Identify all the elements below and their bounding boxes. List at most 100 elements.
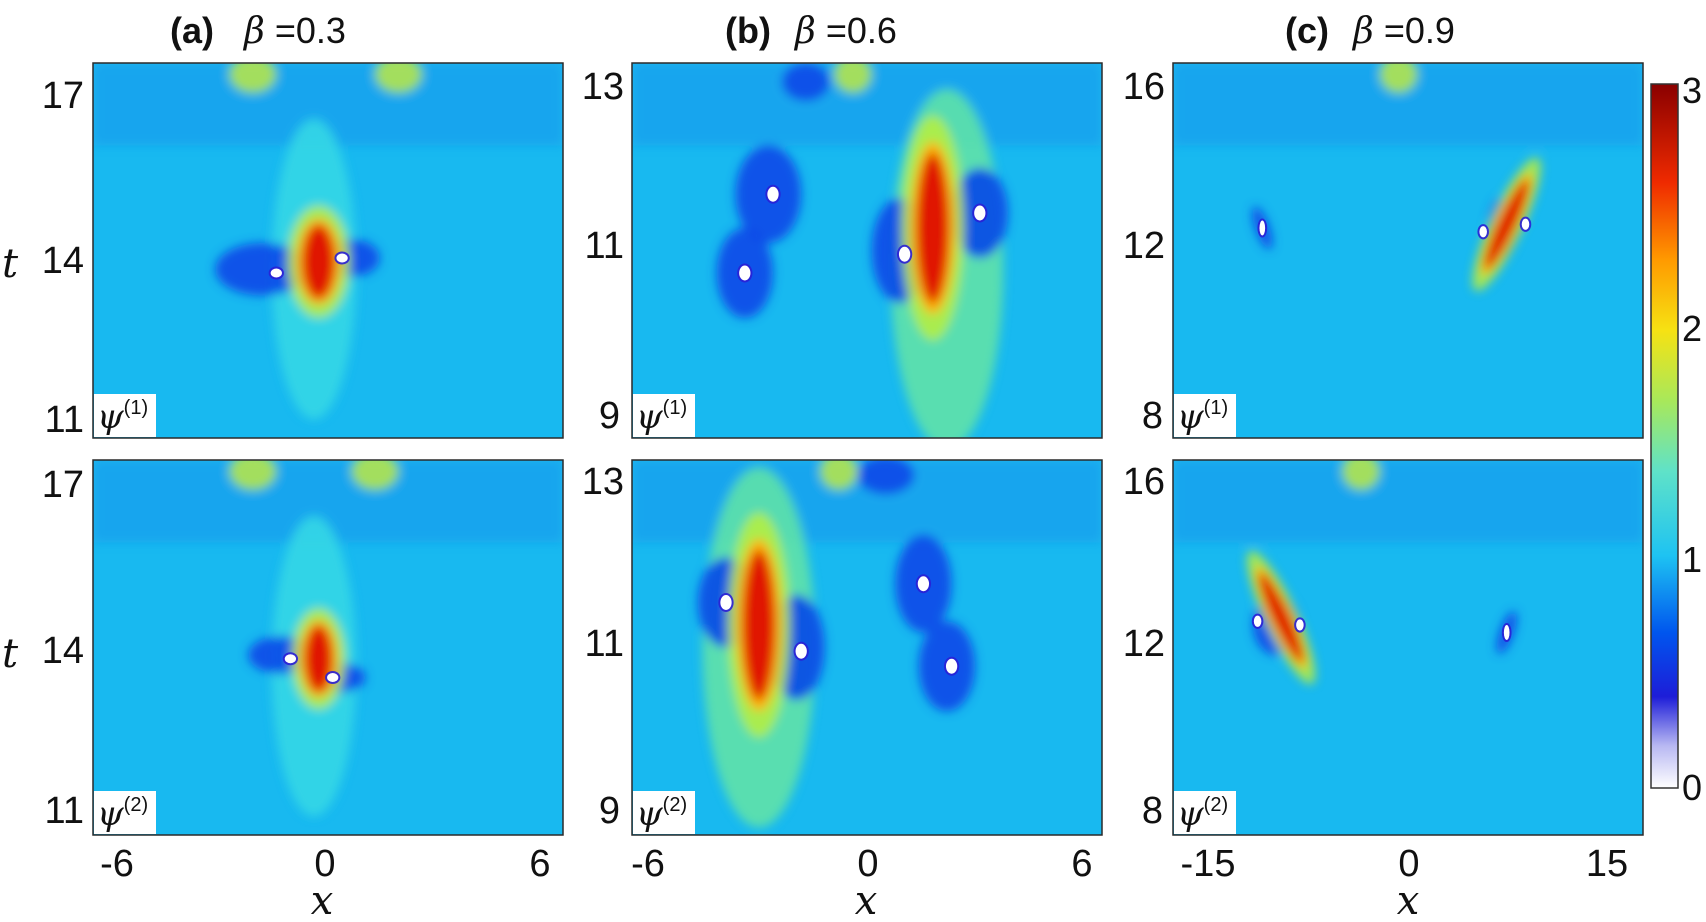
psi-symbol: ψ: [1177, 794, 1204, 834]
xtick-c-2: 15: [1586, 843, 1628, 885]
psi-index: (2): [663, 794, 687, 816]
heatmap-features: [93, 63, 563, 420]
ytick-a-top-1: 14: [42, 240, 84, 282]
psi-index: (1): [124, 397, 148, 419]
dip-center: [720, 595, 732, 610]
label-box: [1174, 394, 1236, 437]
heatmap-c-top: ψ(1): [1172, 62, 1644, 439]
density-dip: [215, 243, 310, 296]
label-box: [94, 791, 156, 834]
xtick-a-1: 0: [314, 843, 335, 885]
heatmap-c-bottom: ψ(2): [1172, 459, 1644, 836]
component-label-text: ψ(2): [1177, 794, 1228, 834]
panel-title-b: (b) β =0.6: [725, 10, 897, 52]
dip-centers: [268, 251, 350, 280]
component-label-text: ψ(1): [1177, 397, 1228, 437]
ytick-a-bottom-1: 14: [42, 630, 84, 672]
ytick-b-bottom-0: 13: [582, 461, 624, 503]
edge-bump: [229, 460, 277, 490]
ytick-c-top-2: 8: [1142, 395, 1163, 437]
edge-bump: [351, 460, 399, 490]
dip-center: [945, 658, 958, 674]
xtick-b-2: 6: [1071, 843, 1092, 885]
ytick-c-bottom-0: 16: [1123, 461, 1165, 503]
beta-symbol-c: β: [1351, 11, 1374, 52]
psi-symbol: ψ: [636, 397, 663, 437]
ytick-b-top-2: 9: [599, 395, 620, 437]
heatmap-b-top: ψ(1): [631, 62, 1103, 439]
dip-center: [898, 246, 911, 262]
ytick-a-top-2: 11: [45, 399, 84, 441]
dip-center: [1253, 615, 1262, 627]
component-label-text: ψ(2): [636, 794, 687, 834]
heatmap-features: [93, 460, 563, 817]
ytick-c-bottom-1: 12: [1123, 623, 1165, 665]
dip-centers: [1257, 216, 1532, 240]
component-label-text: ψ(2): [97, 794, 148, 834]
heatmap-features: [632, 63, 1102, 438]
heatmap-features: [1173, 460, 1643, 685]
beta-value-a: =0.3: [275, 10, 346, 51]
dip-center: [284, 654, 297, 664]
psi-index: (1): [663, 397, 687, 419]
ytick-a-bottom-2: 11: [45, 790, 84, 832]
edge-bump: [229, 63, 277, 93]
density-dip: [782, 63, 830, 101]
panel-title-a: (a) β =0.3: [170, 10, 346, 52]
component-label-b-top: ψ(1): [633, 394, 695, 437]
column-titles: (a) β =0.3 (b) β =0.6 (c) β =0.9: [170, 10, 1455, 52]
label-box: [94, 394, 156, 437]
dip-center: [1296, 619, 1304, 631]
density-dip: [857, 460, 914, 494]
panel-frame: [631, 62, 1103, 439]
xlabel-b: x: [855, 878, 878, 922]
xtick-b-0: -6: [631, 843, 665, 885]
beta-value-b: =0.6: [826, 10, 897, 51]
ytick-c-top-0: 16: [1123, 66, 1165, 108]
edge-bump: [1379, 63, 1418, 93]
heatmap-a-bottom: ψ(2): [92, 459, 564, 836]
dip-center: [739, 265, 751, 281]
ytick-a-bottom-0: 17: [42, 464, 84, 506]
psi-symbol: ψ: [1177, 397, 1204, 437]
x-tick-labels: -6 0 6 -6 0 6 -15 0 15: [100, 843, 1628, 885]
panel-frame: [92, 459, 564, 836]
edge-bump: [820, 460, 858, 490]
ytick-c-top-1: 12: [1123, 225, 1165, 267]
peak-core: [302, 224, 336, 300]
heatmap-band: [1173, 460, 1643, 543]
xtick-a-0: -6: [100, 843, 134, 885]
dip-center: [336, 253, 348, 263]
beta-symbol-a: β: [242, 11, 265, 52]
panel-frame: [631, 459, 1103, 836]
xtick-c-0: -15: [1181, 843, 1236, 885]
ytick-b-top-1: 11: [585, 225, 624, 267]
psi-index: (1): [1204, 397, 1228, 419]
label-box: [633, 394, 695, 437]
panel-frame: [1172, 459, 1644, 836]
psi-index: (2): [1204, 794, 1228, 816]
xtick-b-1: 0: [857, 843, 878, 885]
peak-core: [742, 550, 776, 700]
heatmap-b-bottom: ψ(2): [631, 459, 1103, 836]
y-tick-labels: 17 14 11 17 14 11 13 11 9 13 11 9 16 12 …: [42, 66, 1165, 832]
dip-centers: [737, 184, 988, 283]
dip-center: [1521, 218, 1530, 230]
dip-center: [327, 673, 339, 682]
peak-core: [916, 153, 950, 303]
heatmap-a-top: ψ(1): [92, 62, 564, 439]
heatmap-panels: ψ(1)ψ(2)ψ(1)ψ(2)ψ(1)ψ(2): [92, 62, 1644, 836]
peak-core: [1484, 179, 1529, 269]
xtick-a-2: 6: [529, 843, 550, 885]
label-box: [1174, 791, 1236, 834]
panel-label-c: (c): [1285, 10, 1329, 51]
colorbar-gradient: [1650, 83, 1679, 789]
label-box: [633, 791, 695, 834]
dip-center: [795, 643, 807, 659]
edge-bump: [1342, 460, 1380, 490]
colorbar-tick-0: 0: [1682, 767, 1702, 808]
dip-centers: [282, 652, 341, 684]
beta-symbol-b: β: [793, 11, 816, 52]
panel-frame: [92, 62, 564, 439]
edge-bump: [834, 63, 872, 93]
